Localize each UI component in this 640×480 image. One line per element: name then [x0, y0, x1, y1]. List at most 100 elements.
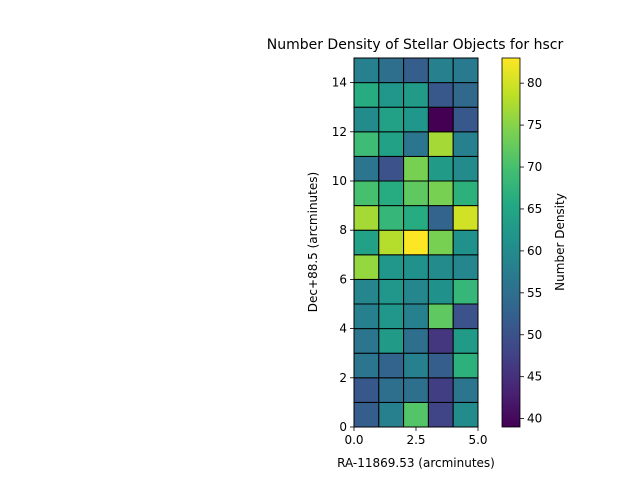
colorbar-tick-label: 40 — [527, 412, 542, 426]
heatmap-cell — [452, 377, 479, 403]
heatmap-cell — [452, 352, 479, 379]
heatmap-cell — [427, 303, 454, 330]
y-axis-ticks: 0 2 4 6 8 10 12 14 — [332, 76, 354, 434]
heatmap-cell — [403, 106, 429, 133]
heatmap-cell — [378, 303, 405, 330]
heatmap-cell — [452, 278, 479, 305]
heatmap-cell — [353, 155, 380, 182]
heatmap-cell — [353, 57, 380, 84]
heatmap-cell — [403, 377, 429, 403]
heatmap-cell — [452, 180, 479, 207]
heatmap-cell — [378, 229, 405, 256]
colorbar-tick-label: 80 — [527, 76, 542, 90]
heatmap-cell — [378, 205, 405, 231]
heatmap-cell — [378, 352, 405, 379]
colorbar-ticks: 40 45 50 55 60 65 70 75 80 — [520, 76, 542, 426]
heatmap-cell — [378, 180, 405, 207]
heatmap-cell — [378, 155, 405, 182]
heatmap-cell — [378, 82, 405, 108]
heatmap-cell — [353, 352, 380, 379]
heatmap-cell — [353, 180, 380, 207]
colorbar-tick-label: 75 — [527, 118, 542, 132]
heatmap-cell — [427, 278, 454, 305]
heatmap-cell — [378, 278, 405, 305]
heatmap-cell — [452, 303, 479, 330]
colorbar-tick-label: 55 — [527, 286, 542, 300]
heatmap-cell — [403, 180, 429, 207]
heatmap-cell — [427, 229, 454, 256]
heatmap-cell — [403, 155, 429, 182]
heatmap-cell — [353, 205, 380, 231]
colorbar-tick-label: 45 — [527, 370, 542, 384]
colorbar-tick-label: 50 — [527, 328, 542, 342]
heatmap-cell — [452, 328, 479, 354]
heatmap-cell — [378, 328, 405, 354]
heatmap-cell — [452, 106, 479, 133]
heatmap-cell — [427, 352, 454, 379]
heatmap-cell — [403, 254, 429, 280]
heatmap-cell — [378, 401, 405, 428]
heatmap-cell — [452, 57, 479, 84]
heatmap-cell — [353, 82, 380, 108]
heatmap-cell — [403, 82, 429, 108]
heatmap-cell — [452, 254, 479, 280]
x-tick-label: 2.5 — [406, 433, 425, 447]
heatmap-cell — [403, 131, 429, 157]
heatmap-cell — [403, 278, 429, 305]
x-axis-ticks: 0.0 2.5 5.0 — [344, 427, 488, 447]
heatmap-cell — [427, 254, 454, 280]
colorbar-tick-label: 65 — [527, 202, 542, 216]
heatmap-cell — [353, 131, 380, 157]
heatmap-cell — [353, 377, 380, 403]
heatmap-cell — [452, 229, 479, 256]
y-axis-label: Dec+88.5 (arcminutes) — [306, 172, 320, 312]
heatmap-cell — [378, 57, 405, 84]
heatmap-cell — [452, 155, 479, 182]
y-tick-label: 6 — [339, 272, 347, 286]
heatmap-cell — [427, 180, 454, 207]
heatmap-cells — [353, 57, 479, 428]
heatmap-cell — [427, 155, 454, 182]
heatmap-cell — [353, 254, 380, 280]
heatmap-cell — [378, 106, 405, 133]
heatmap-cell — [452, 205, 479, 231]
heatmap-cell — [427, 377, 454, 403]
y-tick-label: 8 — [339, 223, 347, 237]
heatmap-cell — [452, 401, 479, 428]
y-tick-label: 2 — [339, 371, 347, 385]
heatmap-cell — [403, 205, 429, 231]
heatmap-cell — [353, 106, 380, 133]
heatmap-cell — [378, 377, 405, 403]
heatmap-cell — [378, 131, 405, 157]
heatmap-cell — [353, 328, 380, 354]
heatmap-cell — [427, 131, 454, 157]
heatmap-cell — [353, 229, 380, 256]
heatmap-cell — [378, 254, 405, 280]
heatmap-cell — [403, 303, 429, 330]
heatmap-cell — [403, 328, 429, 354]
heatmap-cell — [403, 57, 429, 84]
heatmap-cell — [353, 303, 380, 330]
heatmap-cell — [452, 82, 479, 108]
x-tick-label: 5.0 — [468, 433, 487, 447]
y-tick-label: 10 — [332, 174, 347, 188]
x-axis-label: RA-11869.53 (arcminutes) — [337, 456, 495, 470]
heatmap-cell — [353, 278, 380, 305]
colorbar-tick-label: 70 — [527, 160, 542, 174]
y-tick-label: 14 — [332, 76, 347, 90]
colorbar-label: Number Density — [553, 193, 567, 291]
heatmap-cell — [452, 131, 479, 157]
heatmap-cell — [427, 328, 454, 354]
heatmap-cell — [403, 401, 429, 428]
y-tick-label: 0 — [339, 420, 347, 434]
heatmap-cell — [403, 229, 429, 256]
heatmap-cell — [427, 401, 454, 428]
heatmap-cell — [353, 401, 380, 428]
x-tick-label: 0.0 — [344, 433, 363, 447]
y-tick-label: 12 — [332, 125, 347, 139]
y-tick-label: 4 — [339, 322, 347, 336]
colorbar-tick-label: 60 — [527, 244, 542, 258]
heatmap-cell — [427, 205, 454, 231]
colorbar — [501, 57, 521, 428]
